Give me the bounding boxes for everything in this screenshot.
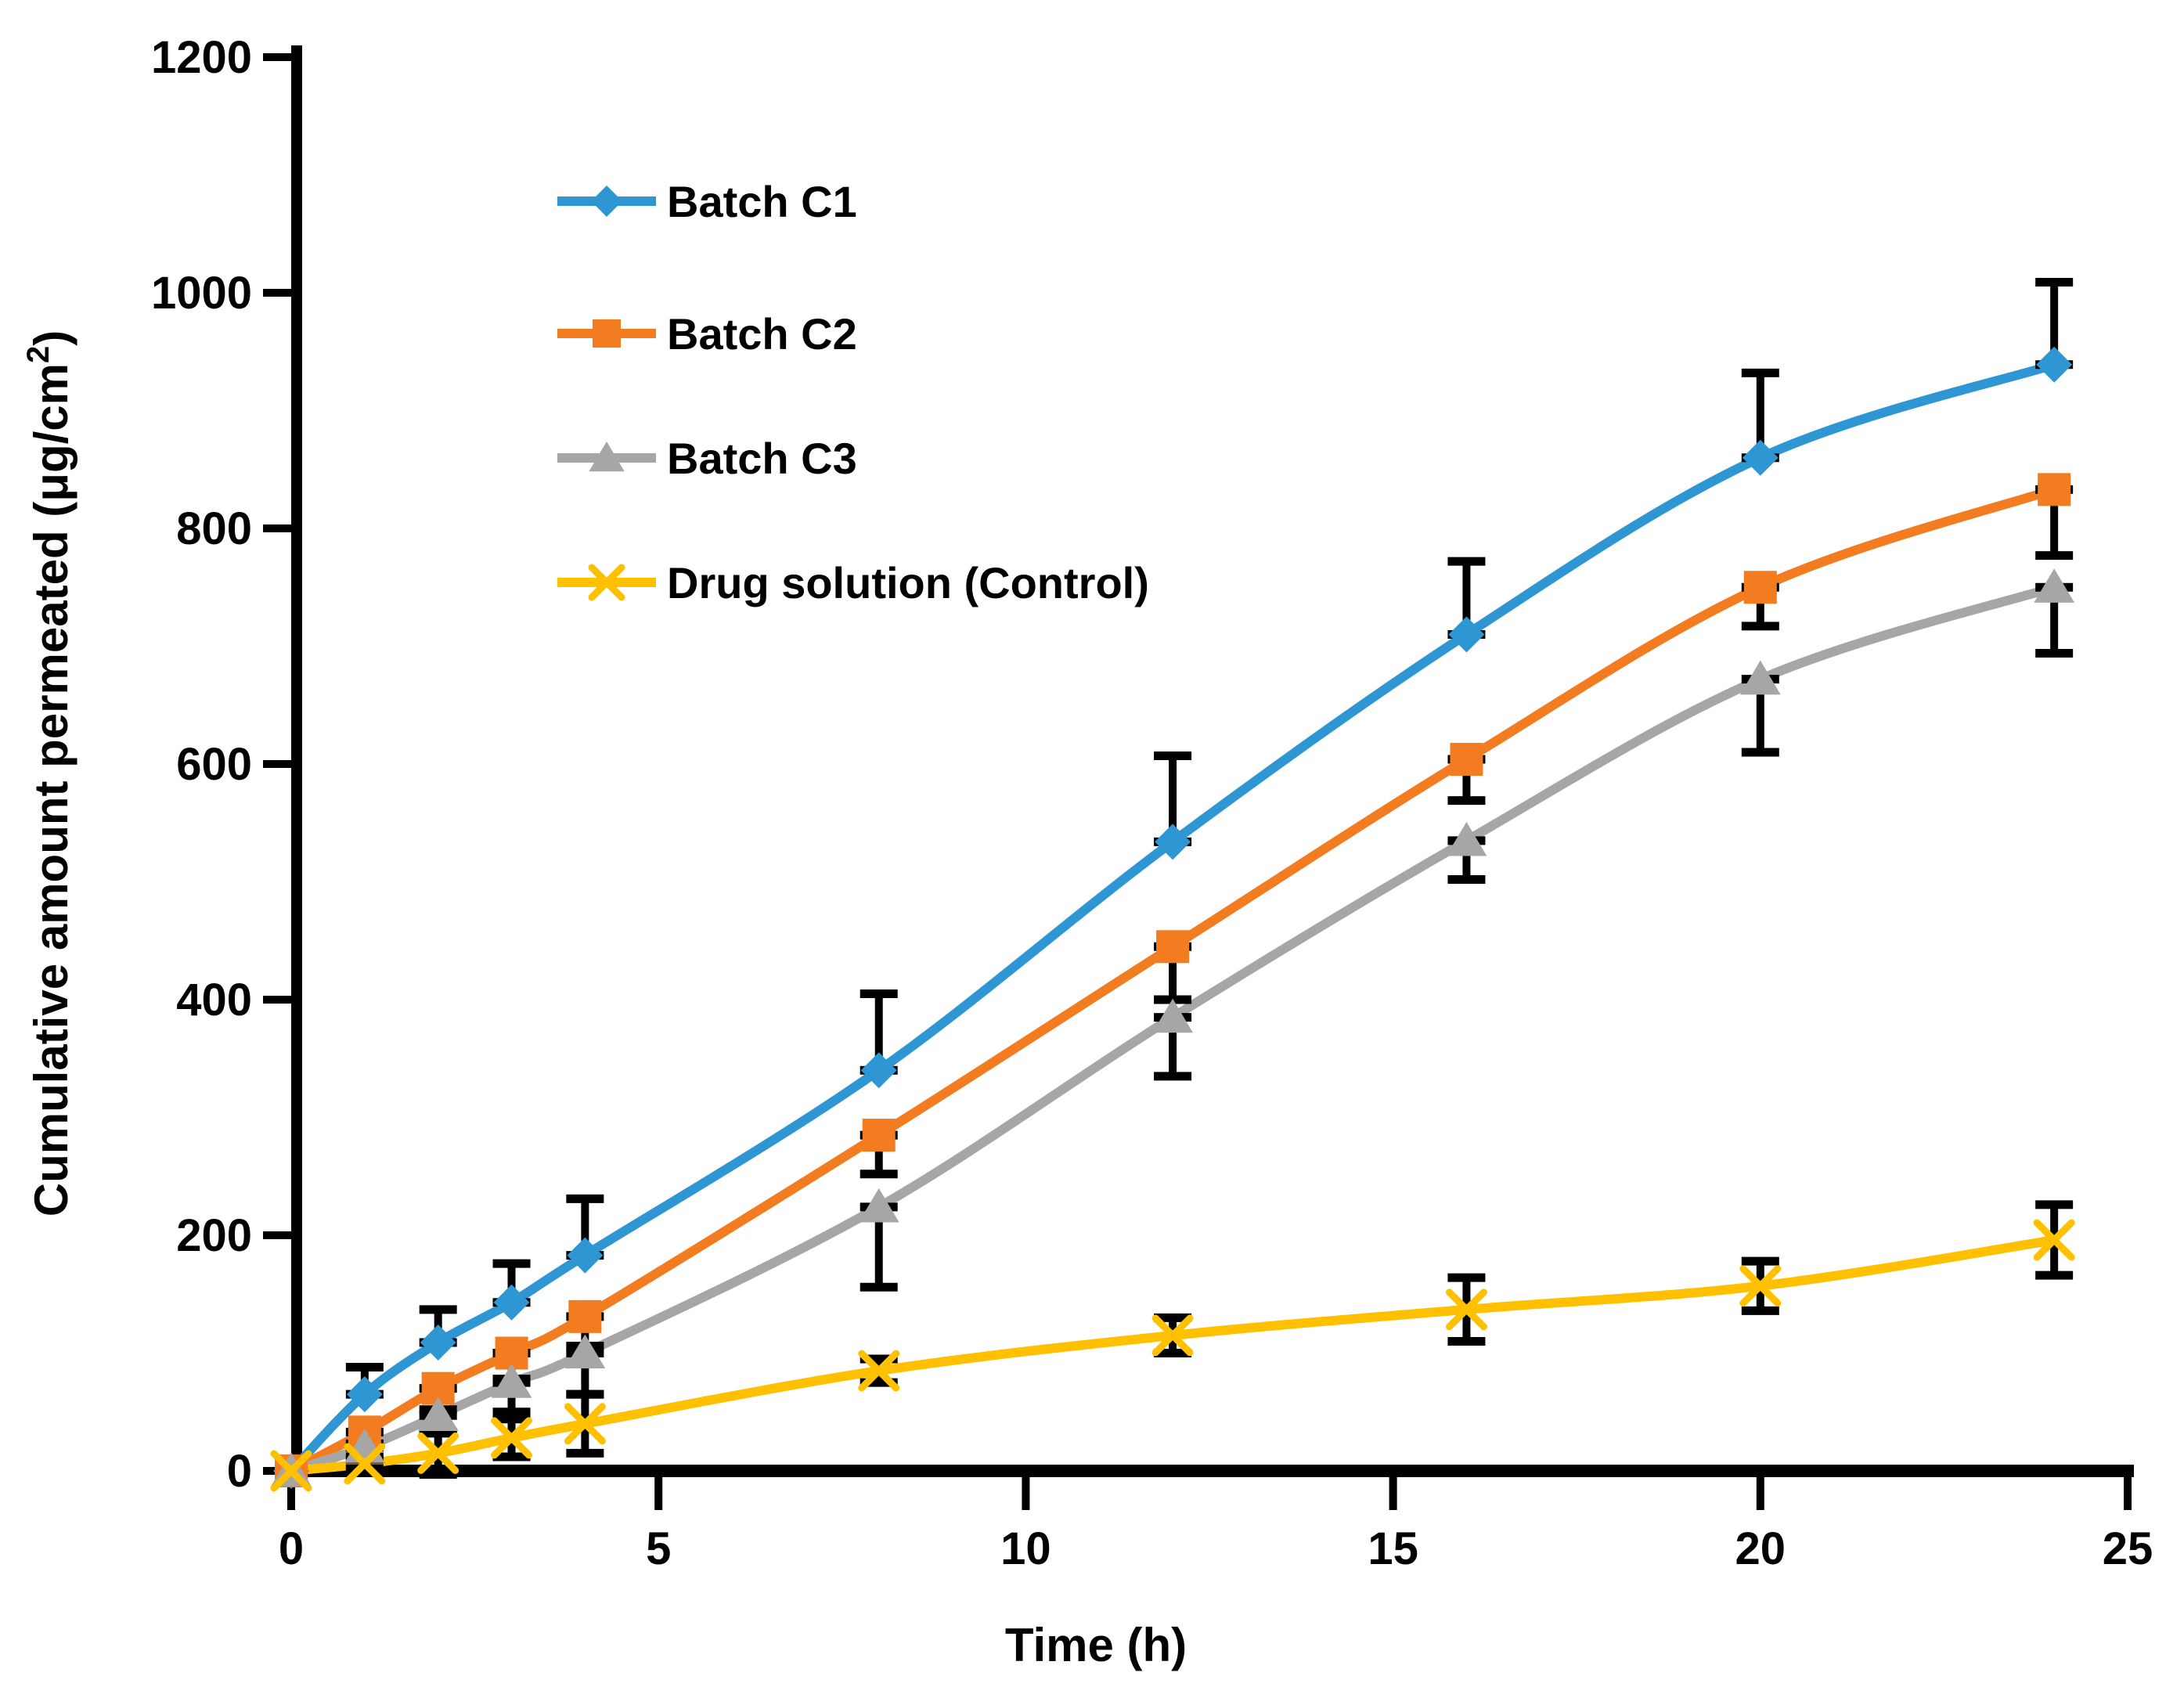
square-marker [862, 1119, 896, 1152]
legend-label: Batch C1 [667, 177, 857, 226]
triangle-marker [564, 1334, 606, 1369]
legend-item-drug-solution-control: Drug solution (Control) [557, 558, 1149, 607]
legend-label: Drug solution (Control) [667, 558, 1149, 607]
legend-label: Batch C2 [667, 309, 857, 359]
x-tick-label: 0 [279, 1523, 304, 1574]
x-marker [858, 1350, 900, 1392]
x-tick-label: 25 [2103, 1523, 2153, 1574]
y-tick-label: 200 [176, 1210, 252, 1261]
square-marker [1156, 930, 1190, 964]
x-marker [344, 1443, 386, 1485]
triangle-marker [2034, 568, 2075, 603]
x-marker [1445, 1289, 1487, 1331]
series-line-batch-c1 [287, 359, 2060, 1476]
triangle-marker [1446, 821, 1487, 856]
x-tick-label: 15 [1368, 1523, 1418, 1574]
triangle-marker [1152, 998, 1193, 1033]
x-tick-label: 10 [1000, 1523, 1051, 1574]
x-marker [564, 1403, 606, 1445]
x-marker [1151, 1314, 1194, 1357]
y-axis-title: Cumulative amount permeated (μg/cm2) [21, 330, 77, 1217]
triangle-marker [589, 442, 625, 472]
square-marker [2038, 473, 2071, 506]
square-marker [568, 1299, 602, 1333]
y-tick-label: 1000 [151, 268, 252, 319]
x-tick-label: 5 [646, 1523, 671, 1574]
triangle-marker [1739, 660, 1781, 695]
y-tick-label: 1200 [151, 32, 252, 83]
diamond-marker [493, 1284, 530, 1321]
square-marker [593, 319, 621, 348]
x-marker [1739, 1265, 1782, 1307]
diamond-marker [567, 1237, 604, 1274]
diamond-marker [1448, 616, 1485, 653]
square-marker [1450, 742, 1483, 776]
x-marker [491, 1417, 533, 1459]
series-line-drug-solution-control [287, 1235, 2060, 1476]
diamond-marker [860, 1052, 897, 1089]
diamond-marker [591, 186, 622, 217]
triangle-marker [858, 1188, 899, 1223]
y-tick-label: 400 [176, 975, 252, 1025]
legend-item-batch-c3: Batch C3 [557, 434, 857, 483]
diamond-marker [1742, 439, 1779, 476]
legend-item-batch-c1: Batch C1 [557, 177, 857, 226]
square-marker [1743, 571, 1777, 604]
x-marker [417, 1432, 460, 1474]
legend-label: Batch C3 [667, 434, 857, 483]
x-tick-label: 20 [1735, 1523, 1786, 1574]
x-axis-title: Time (h) [1005, 1619, 1187, 1671]
x-marker [2033, 1219, 2075, 1261]
diamond-marker [1155, 824, 1191, 860]
diamond-marker [2036, 346, 2073, 383]
y-tick-label: 800 [176, 503, 252, 554]
x-marker [270, 1450, 312, 1492]
x-marker [588, 564, 625, 601]
y-tick-label: 0 [227, 1446, 252, 1497]
diamond-marker [346, 1376, 383, 1413]
series-markers-drug-solution-control [270, 1219, 2075, 1492]
triangle-marker [491, 1364, 532, 1398]
legend-item-batch-c2: Batch C2 [557, 309, 857, 359]
triangle-marker [417, 1397, 459, 1431]
y-tick-label: 600 [176, 739, 252, 790]
diamond-marker [420, 1324, 456, 1361]
